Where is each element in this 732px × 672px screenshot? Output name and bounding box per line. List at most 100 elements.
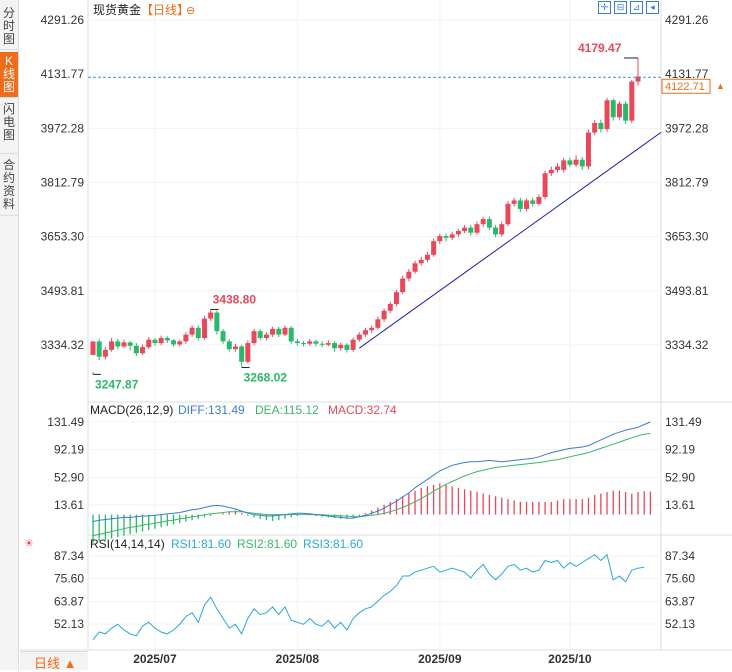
candle-body <box>301 343 307 345</box>
candle-body <box>579 159 585 167</box>
undo-icon[interactable]: ◂ <box>646 1 659 14</box>
macd-lines <box>92 421 651 537</box>
candle-body <box>294 341 300 344</box>
candle-body <box>449 234 455 238</box>
rsi-line <box>92 553 645 641</box>
candle-body <box>127 342 133 346</box>
candle-body <box>573 159 579 165</box>
candle-body <box>220 331 226 342</box>
last-price-label: 4122.71 <box>665 81 705 93</box>
candle-body <box>393 292 399 305</box>
tab-kline[interactable]: K线图 <box>0 52 18 98</box>
candle-body <box>189 327 195 335</box>
rsi1-value: RSI1:81.60 <box>171 537 231 551</box>
dea-line <box>92 433 651 537</box>
candle-body <box>338 344 344 349</box>
macd-tick-label-left: 92.19 <box>54 443 84 457</box>
candle-body <box>499 224 505 235</box>
candle-body <box>208 312 214 319</box>
candle-body <box>474 224 480 233</box>
price-tick-label-right: 3334.32 <box>665 338 709 352</box>
candle-body <box>158 337 164 344</box>
tab-flash-chart[interactable]: 闪电图 <box>0 100 18 154</box>
macd-tick-label-right: 131.49 <box>665 415 702 429</box>
rsi-axis: 87.34 87.34 75.60 75.60 63.87 63.87 52.13 52.13 <box>54 549 695 631</box>
settings-icon[interactable]: ⊖ <box>186 5 195 17</box>
candle-body <box>115 341 121 347</box>
price-tick-label-right: 3493.81 <box>665 284 709 298</box>
price-tick-label-left: 3653.30 <box>41 230 85 244</box>
trendline <box>359 131 662 349</box>
candle-body <box>418 259 424 264</box>
price-tick-label-left: 4131.77 <box>41 67 85 81</box>
rsi-tick-label-left: 75.60 <box>54 572 84 586</box>
candle-body <box>511 200 517 204</box>
candle-body <box>270 328 276 335</box>
rsi-tick-label-right: 63.87 <box>665 594 695 608</box>
price-annotation: 3438.80 <box>213 293 257 307</box>
candle-body <box>635 76 641 82</box>
trendline-layer <box>359 131 662 349</box>
candle-body <box>263 334 269 338</box>
macd-tick-label-left: 13.61 <box>54 498 84 512</box>
candle-body <box>598 122 604 130</box>
candle-body <box>313 341 319 344</box>
candle-body <box>133 345 139 354</box>
candle-body <box>524 200 530 209</box>
candle-body <box>164 337 170 341</box>
candle-body <box>257 331 263 338</box>
candle-body <box>171 340 177 345</box>
candle-body <box>536 197 542 204</box>
candle-body <box>140 347 146 354</box>
candle-body <box>505 203 511 225</box>
price-tick-label-left: 3334.32 <box>41 338 85 352</box>
candle-body <box>387 304 393 311</box>
candle-body <box>245 343 251 362</box>
instrument-title: 现货黄金 <box>93 2 141 17</box>
candle-body <box>232 346 238 350</box>
candle-body <box>226 341 232 350</box>
candle-body <box>177 341 183 345</box>
price-tick-label-left: 3493.81 <box>41 284 85 298</box>
price-tick-label-left: 4291.26 <box>41 13 85 27</box>
macd-label: MACD(26,12,9) <box>90 403 173 417</box>
candle-body <box>183 334 189 342</box>
time-tick-label: 2025/08 <box>276 652 320 666</box>
candle-body <box>201 318 207 338</box>
time-tick-label: 2025/10 <box>548 652 592 666</box>
period-button[interactable]: 日线 ▲ <box>34 656 77 671</box>
candle-body <box>406 271 412 279</box>
zoom-out-icon[interactable]: ⊟ <box>614 1 627 14</box>
tab-timeshare[interactable]: 分时图 <box>0 4 18 50</box>
price-tick-label-right: 4131.77 <box>665 67 709 81</box>
candle-body <box>214 312 220 332</box>
rsi2-value: RSI2:81.60 <box>237 537 297 551</box>
last-price-box <box>661 78 711 94</box>
rsi-tick-label-left: 87.34 <box>54 549 84 563</box>
rsi-settings-icon[interactable]: ☀ <box>24 538 34 550</box>
zoom-in-icon[interactable]: ✛ <box>598 1 611 14</box>
time-tick-label: 2025/07 <box>133 652 177 666</box>
macd-tick-label-right: 52.90 <box>665 470 695 484</box>
period-selector: 日线 ▲ <box>20 651 88 671</box>
candle-body <box>629 81 635 121</box>
macd-tick-label-left: 131.49 <box>47 415 84 429</box>
candle-body <box>592 122 598 133</box>
candle-body <box>567 160 573 165</box>
candle-body <box>412 263 418 272</box>
macd-tick-label-left: 52.90 <box>54 470 84 484</box>
candle-body <box>152 339 158 344</box>
price-tick-label-left: 3972.28 <box>41 121 85 135</box>
period-tag: 【日线】 <box>141 3 189 17</box>
candle-body <box>548 169 554 174</box>
price-tick-label-right: 3653.30 <box>665 230 709 244</box>
candle-body <box>369 327 375 331</box>
candle-body <box>400 278 406 293</box>
candle-body <box>288 327 294 342</box>
candle-body <box>616 103 622 118</box>
tab-contract-info[interactable]: 合约资料 <box>0 156 18 216</box>
candle-body <box>554 166 560 170</box>
candle-body <box>517 200 523 209</box>
draw-line-icon[interactable]: ⊿ <box>630 1 643 14</box>
